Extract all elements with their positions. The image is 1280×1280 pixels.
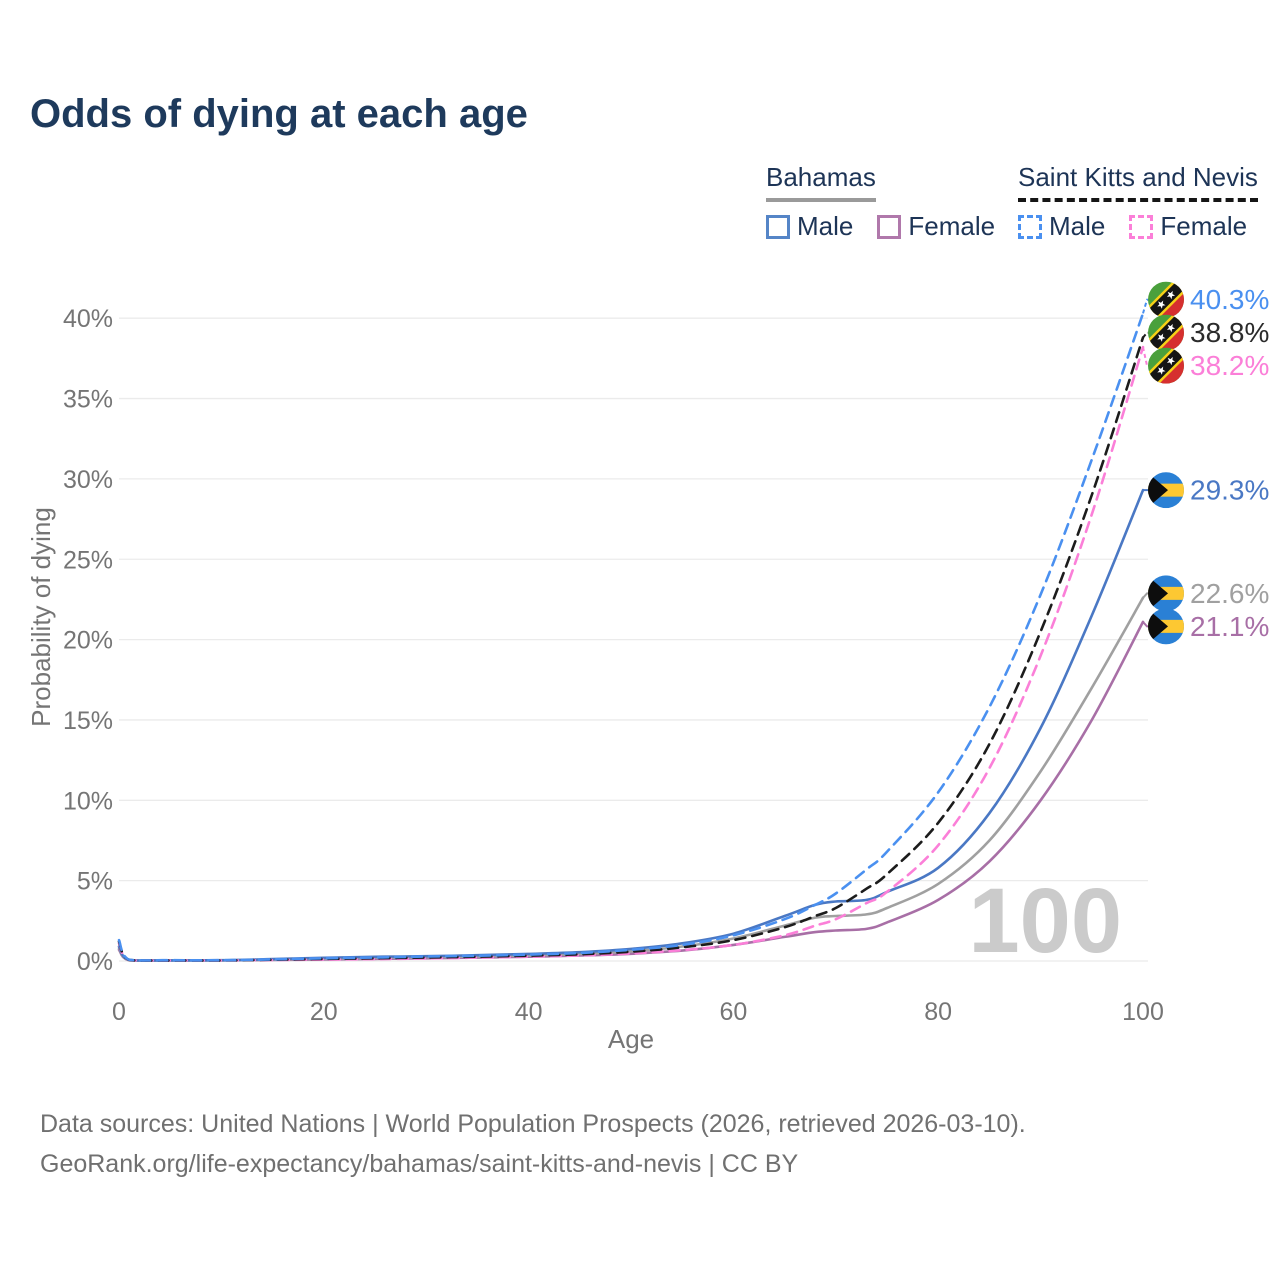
series-line-saint-kitts-and-nevis-male [117,312,1145,962]
end-value-label: 29.3% [1190,475,1269,506]
y-tick-label: 5% [77,868,113,896]
y-tick-label: 10% [63,787,113,815]
line-style-swatch-icon [1018,214,1042,239]
x-tick-label: 100 [1122,998,1164,1026]
saint-kitts-and-nevis-flag-icon [1148,347,1184,384]
line-style-swatch-icon [1129,214,1154,239]
end-value-label: 21.1% [1190,611,1269,642]
legend-item-skn-male: Male [1018,211,1105,242]
end-value-label: 38.8% [1190,317,1269,348]
x-tick-label: 20 [310,998,338,1026]
x-tick-label: 60 [719,998,747,1026]
legend-items-row: Male Female [1018,211,1258,242]
chart-legend: Bahamas Male Female Saint Kitts and Nevi… [0,162,1280,242]
end-value-label: 22.6% [1190,578,1269,609]
page-title: Odds of dying at each age [30,92,528,136]
y-tick-label: 20% [63,627,113,655]
bahamas-flag-icon [1148,575,1184,612]
y-axis-title: Probability of dying [26,507,56,727]
x-tick-label: 40 [515,998,543,1026]
end-value-label: 38.2% [1190,350,1269,381]
legend-item-skn-female: Female [1129,211,1247,242]
saint-kitts-and-nevis-flag-icon [1148,314,1184,351]
line-style-swatch-icon [877,214,902,239]
data-source-footer: Data sources: United Nations | World Pop… [40,1104,1026,1184]
x-tick-label: 0 [112,998,126,1026]
y-tick-label: 25% [63,546,113,574]
legend-item-label: Male [797,211,854,241]
saint-kitts-and-nevis-flag-icon [1148,281,1184,318]
footer-sources-line: Data sources: United Nations | World Pop… [40,1110,1026,1138]
legend-country-label: Bahamas [766,162,876,202]
y-tick-label: 15% [63,707,113,735]
end-value-label: 40.3% [1190,284,1269,315]
legend-group-saint-kitts-and-nevis: Saint Kitts and Nevis Male Female [1018,162,1258,242]
y-tick-label: 35% [63,386,113,414]
legend-item-bahamas-male: Male [766,211,853,242]
series-line-saint-kitts-and-nevis-female [117,345,1145,962]
legend-items-row: Male Female [766,211,995,242]
legend-country-label: Saint Kitts and Nevis [1018,162,1258,202]
x-axis-title: Age [608,1024,654,1054]
x-tick-label: 80 [924,998,952,1026]
legend-item-bahamas-female: Female [877,211,995,242]
line-style-swatch-icon [766,214,790,239]
legend-item-label: Male [1049,211,1106,241]
bahamas-flag-icon [1148,608,1184,645]
y-tick-label: 40% [63,305,113,333]
bahamas-flag-icon [1148,472,1184,509]
footer-attribution-line: GeoRank.org/life-expectancy/bahamas/sain… [40,1150,799,1178]
legend-group-bahamas: Bahamas Male Female [766,162,995,242]
y-tick-label: 30% [63,466,113,494]
legend-item-label: Female [1160,211,1248,241]
y-tick-label: 0% [77,948,113,976]
legend-item-label: Female [908,211,996,241]
series-line-saint-kitts-and-nevis-overall [117,336,1145,962]
age-watermark: 100 [969,870,1123,972]
